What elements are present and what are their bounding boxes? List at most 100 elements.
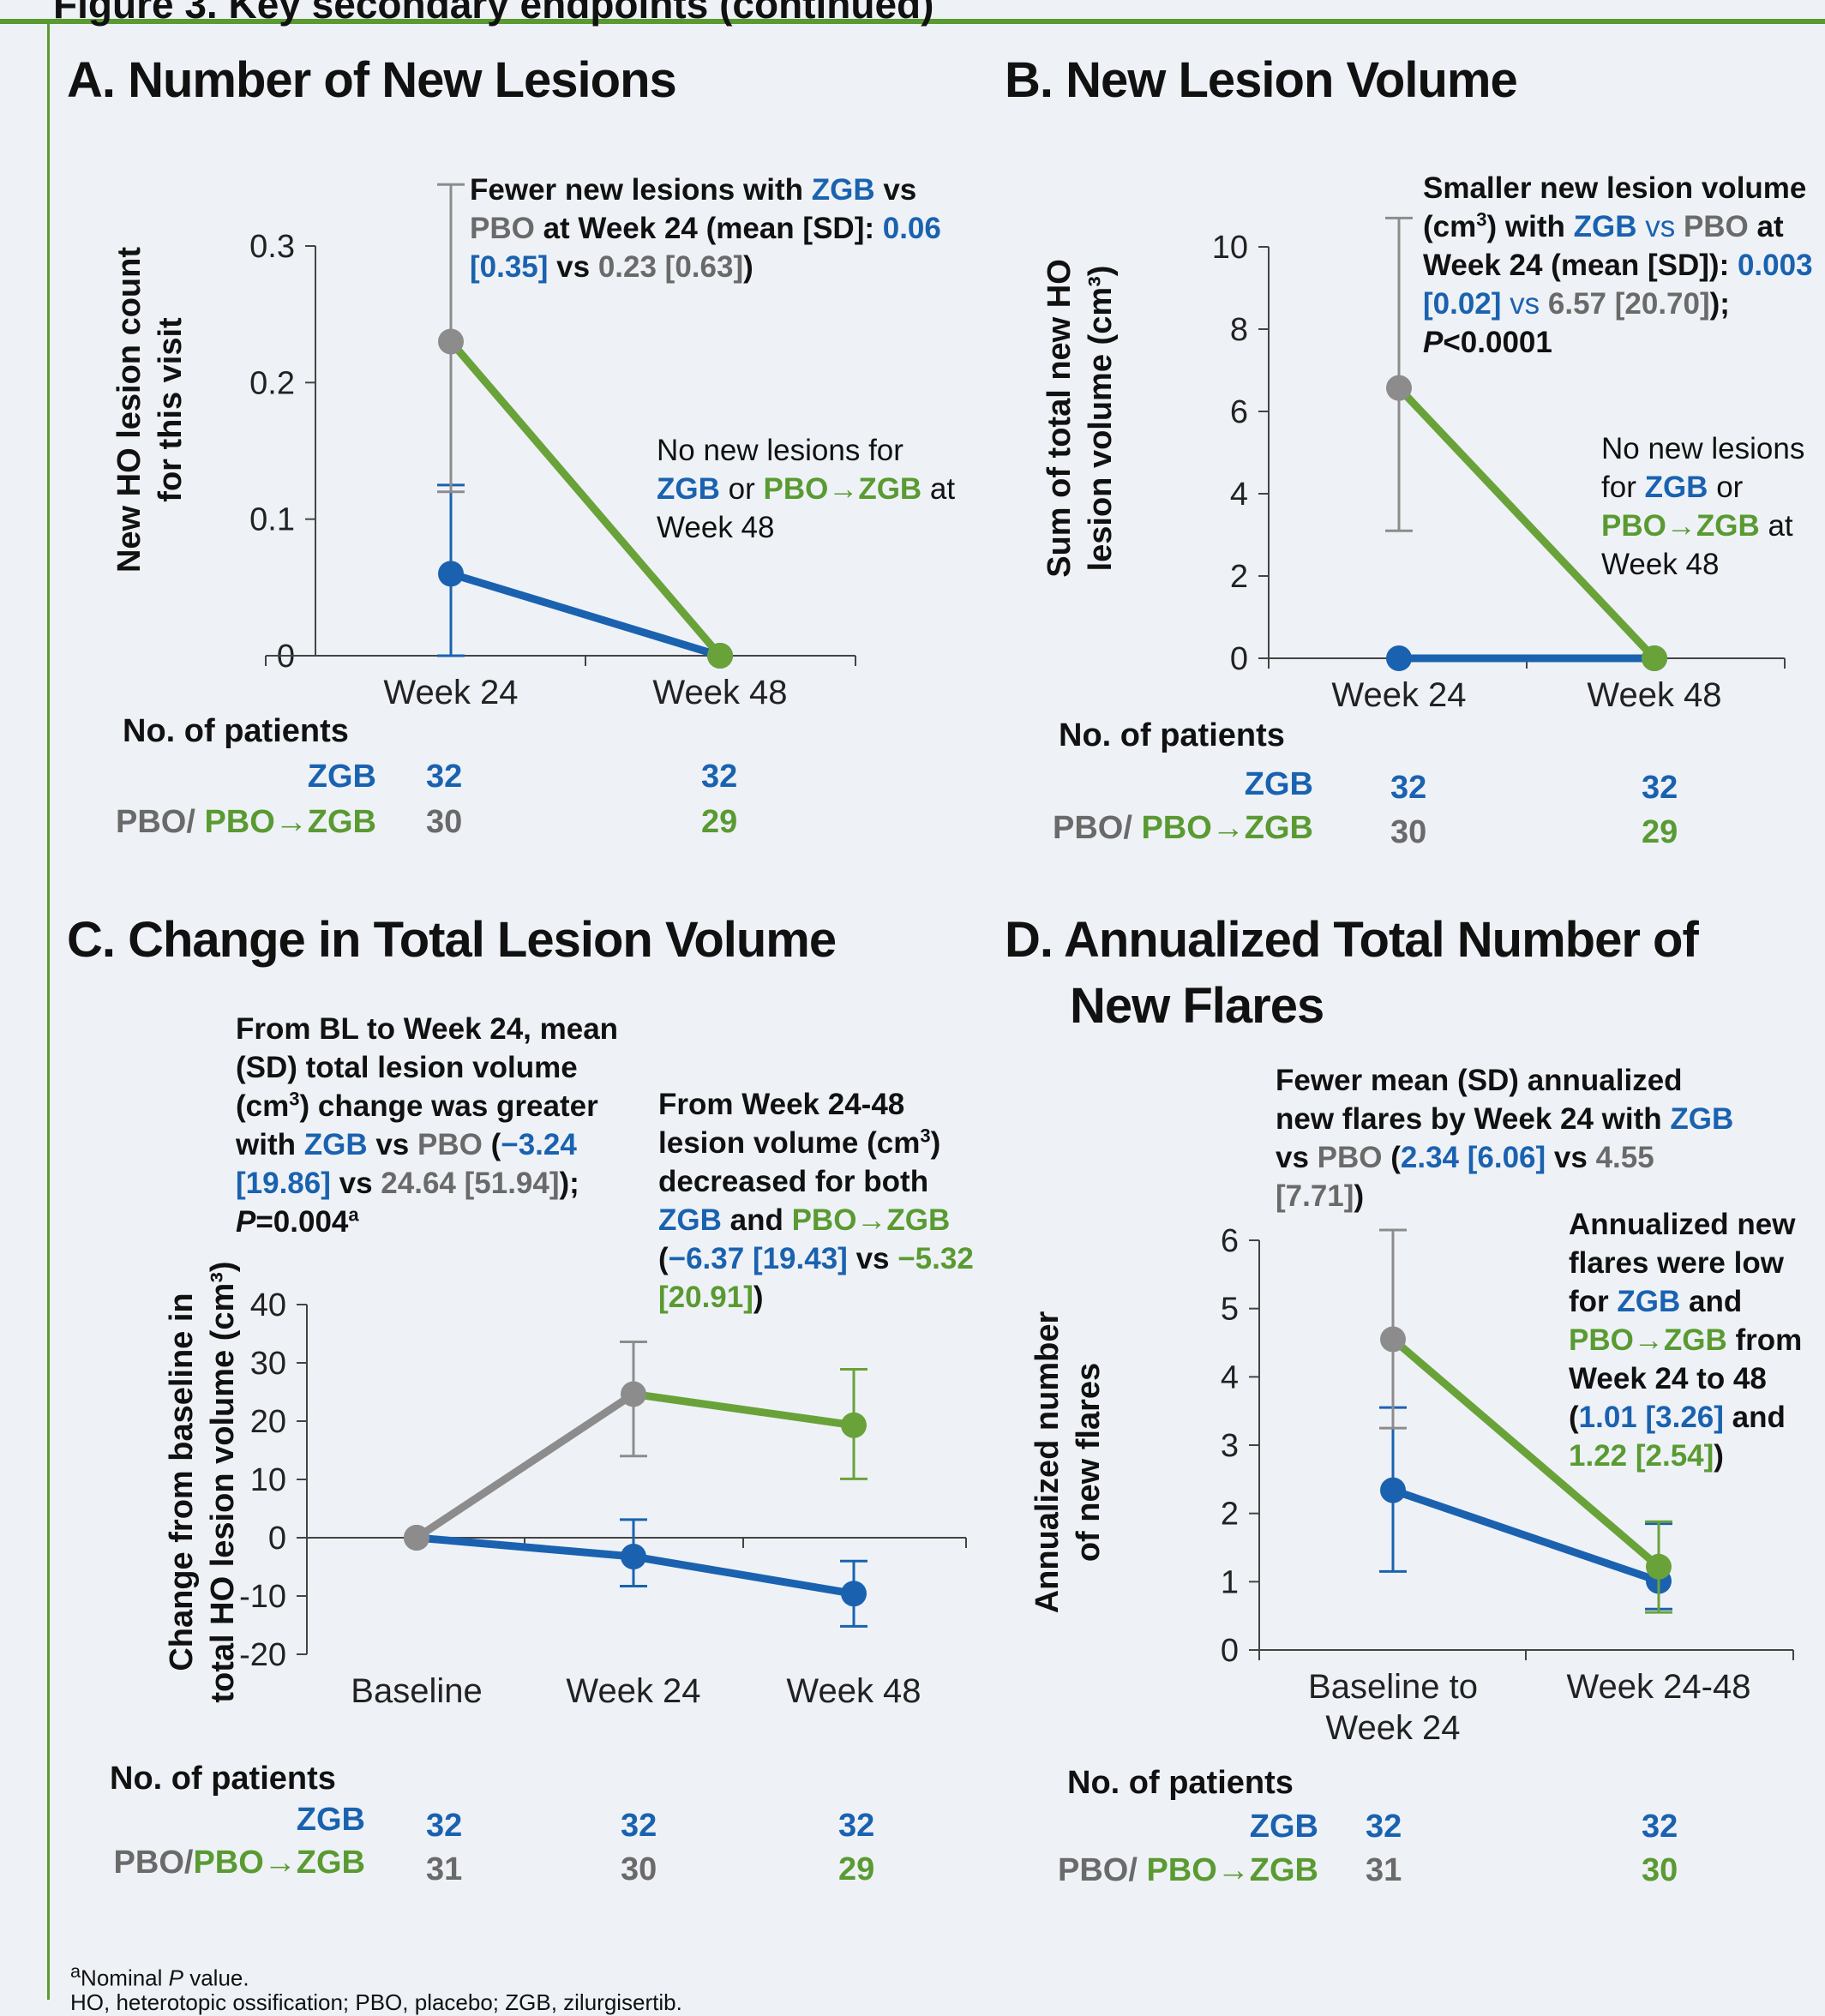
panel-d-y-tick-label: 1	[1221, 1564, 1239, 1600]
panel-a-zgb-line-segment	[447, 569, 724, 660]
panel-a-patients-header: No. of patients	[123, 713, 349, 749]
panel-d-title-line1: D. Annualized Total Number of	[1005, 912, 1699, 968]
panel-d-zgb-n-period1: 32	[1366, 1809, 1402, 1845]
panel-a-y-tick-label: 0.3	[249, 229, 295, 265]
panel-a-pbo-line-segment	[447, 338, 724, 660]
panel-c-zgb-line-segment	[629, 1552, 858, 1598]
panel-d-y-tick-label: 5	[1221, 1292, 1239, 1328]
panel-c-annotation-main: From BL to Week 24, mean (SD) total lesi…	[236, 1012, 619, 1239]
panel-b-x-category-label: Week 48	[1587, 676, 1721, 714]
panel-a-annotation-w48: No new lesions for ZGB or PBO→ZGB at Wee…	[657, 434, 956, 544]
panel-b-pbo-point	[1642, 645, 1667, 671]
panel-c-y-tick-label: 30	[250, 1346, 286, 1382]
panel-b-zgb-point	[1386, 645, 1412, 671]
panel-c-pbo-n-baseline: 31	[426, 1851, 463, 1887]
panel-c-x-category-label: Week 48	[786, 1672, 921, 1710]
panel-b-pbo-point	[1386, 375, 1412, 401]
panel-c-y-tick-label: 0	[268, 1521, 286, 1557]
panel-c-zgb-point	[841, 1581, 867, 1607]
panel-b-y-tick-label: 0	[1230, 641, 1248, 677]
panel-a-x-category-label: Week 24	[383, 674, 518, 711]
panel-d-pbo-line-segment	[1389, 1335, 1663, 1571]
panel-b-row1-label: ZGB	[1244, 766, 1313, 802]
panel-a-row1-label: ZGB	[307, 759, 376, 795]
panel-c-pbo-point	[841, 1412, 867, 1438]
panel-c-zgb-n-week24: 32	[621, 1808, 657, 1844]
panel-a-pbo-zgb-n-week48: 29	[701, 804, 738, 840]
panel-b-annotation-main: Smaller new lesion volume (cm3) with ZGB…	[1423, 171, 1813, 359]
panel-d-zgb-n-period2: 32	[1642, 1809, 1678, 1845]
panel-d-row2-label: PBO/ PBO→ZGB	[1057, 1852, 1318, 1888]
panel-b-row2-label: PBO/ PBO→ZGB	[1052, 810, 1313, 846]
panel-d-row1-label: ZGB	[1249, 1809, 1318, 1845]
panel-d-x-category-label: Baseline to	[1308, 1668, 1478, 1706]
panel-c-pbo-n-week24: 30	[621, 1851, 657, 1887]
panel-d-y-tick-label: 0	[1221, 1633, 1239, 1669]
panel-c-x-category-label: Baseline	[351, 1672, 482, 1710]
panel-b-zgb-n-week48: 32	[1642, 770, 1678, 806]
panel-b-pbo-zgb-n-week48: 29	[1642, 814, 1678, 850]
panel-c-y-tick-label: -20	[239, 1637, 286, 1673]
figure-title: Figure 3. Key secondary endpoints (conti…	[53, 0, 934, 27]
panel-c-zgb-n-baseline: 32	[426, 1808, 463, 1844]
panel-b-y-tick-label: 4	[1230, 477, 1248, 513]
panel-a-pbo-point	[707, 643, 733, 669]
panel-c-pbo-point	[404, 1525, 429, 1551]
panel-b-y-tick-label: 6	[1230, 394, 1248, 430]
panel-a-annotation-main: Fewer new lesions with ZGB vs PBO at Wee…	[470, 173, 941, 284]
panel-c-zgb-n-week48: 32	[838, 1808, 875, 1844]
panel-d-zgb-line-segment	[1389, 1486, 1663, 1586]
panel-d-y-tick-label: 4	[1221, 1359, 1239, 1395]
panel-b-patients-header: No. of patients	[1059, 717, 1285, 753]
panel-c-pbo-point	[621, 1381, 646, 1407]
panel-c-annotation-w48: From Week 24-48 lesion volume (cm3) decr…	[658, 1088, 974, 1314]
panel-a-row2-label: PBO/ PBO→ZGB	[115, 804, 376, 840]
panel-a-y-tick-label: 0.1	[249, 502, 295, 538]
panel-d-zgb-point	[1380, 1477, 1406, 1503]
panel-c-y-tick-label: 10	[250, 1462, 286, 1498]
panel-d-y-tick-label: 6	[1221, 1223, 1239, 1259]
panel-c-pbo-zgb-n-week48: 29	[838, 1851, 875, 1887]
panel-c-y-tick-label: -10	[239, 1579, 286, 1615]
panel-d-title-line2: New Flares	[1070, 978, 1324, 1034]
panel-c-pbo-line-segment	[412, 1389, 638, 1542]
panel-a-x-category-label: Week 48	[652, 674, 787, 711]
panel-b-x-category-label: Week 24	[1331, 676, 1466, 714]
panel-a-y-tick-label: 0.2	[249, 365, 295, 401]
panel-a-zgb-point	[438, 561, 464, 587]
panel-c-zgb-point	[621, 1544, 646, 1570]
footnote-nominal-p: aNominal P value.	[70, 1960, 249, 1991]
panel-b-pbo-line-segment	[1395, 384, 1659, 663]
panel-d-x-category-label: Week 24-48	[1567, 1668, 1751, 1706]
panel-a-pbo-point	[438, 328, 464, 355]
panel-a-zgb-n-week48: 32	[701, 759, 738, 795]
panel-d-pbo-zgb-n-period2: 30	[1642, 1852, 1678, 1888]
panel-d-pbo-point	[1380, 1326, 1406, 1353]
panel-b-pbo-n-week24: 30	[1390, 814, 1427, 850]
panel-d-y-tick-label: 3	[1221, 1428, 1239, 1464]
panel-d-pbo-point	[1646, 1553, 1672, 1580]
panel-c-row2-label: PBO/PBO→ZGB	[113, 1845, 365, 1881]
panel-b-y-tick-label: 8	[1230, 312, 1248, 348]
panel-d-y-tick-label: 2	[1221, 1497, 1239, 1533]
panel-b-zgb-n-week24: 32	[1390, 770, 1427, 806]
panel-c-y-tick-label: 20	[250, 1404, 286, 1440]
panel-c-title: C. Change in Total Lesion Volume	[67, 912, 837, 968]
left-rule	[47, 19, 50, 2000]
panel-b-title: B. New Lesion Volume	[1005, 52, 1518, 108]
panel-c-patients-header: No. of patients	[110, 1761, 336, 1797]
panel-c-pbo-line-segment	[629, 1389, 858, 1430]
panel-c-zgb-line-segment	[412, 1533, 638, 1561]
panel-a-pbo-n-week24: 30	[426, 804, 463, 840]
top-rule	[0, 19, 1825, 24]
panel-d-annotation-w48: Annualized new flares were low for ZGB a…	[1569, 1208, 1803, 1473]
footnote-abbreviations: HO, heterotopic ossification; PBO, place…	[70, 1989, 682, 2015]
panel-b-y-tick-label: 10	[1212, 230, 1248, 266]
panel-c-x-category-label: Week 24	[566, 1672, 700, 1710]
panel-d-pbo-n-period1: 31	[1366, 1852, 1402, 1888]
panel-b-y-tick-label: 2	[1230, 559, 1248, 595]
